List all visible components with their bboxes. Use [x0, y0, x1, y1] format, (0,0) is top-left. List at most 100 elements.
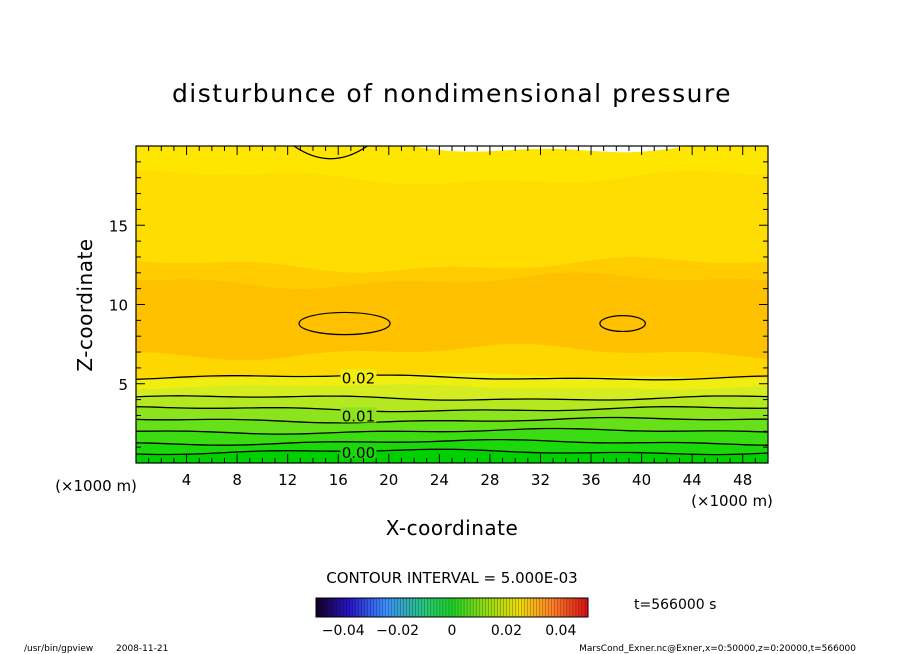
time-label: t=566000 s: [634, 597, 716, 613]
contour-line: [135, 416, 768, 424]
colorbar-swatch: [400, 598, 404, 617]
y-axis-label: Z-coordinate: [73, 238, 97, 371]
x-tick-label: 44: [683, 471, 702, 489]
contour-interval: CONTOUR INTERVAL = 5.000E-03: [326, 569, 577, 587]
colorbar-swatch: [412, 598, 417, 617]
colorbar-swatch: [361, 598, 365, 617]
colorbar-swatch: [458, 598, 462, 617]
colorbar-swatch: [575, 598, 580, 617]
colorbar-swatch: [409, 598, 414, 617]
colorbar-swatch: [548, 598, 553, 617]
colorbar-swatch: [518, 598, 522, 617]
colorbar-swatch: [467, 598, 471, 617]
colorbar-swatch: [391, 598, 395, 617]
colorbar-swatch: [584, 598, 589, 617]
colorbar-swatch: [388, 598, 392, 617]
colorbar-swatch: [328, 598, 332, 617]
colorbar-swatch: [539, 598, 543, 617]
x-tick-label: 48: [733, 471, 752, 489]
colorbar-swatch: [542, 598, 546, 617]
x-tick-label: 16: [329, 471, 348, 489]
colorbar-swatch: [322, 598, 326, 617]
x-unit-right: (×1000 m): [691, 492, 773, 510]
colorbar-swatch: [439, 598, 444, 617]
colorbar-swatch: [325, 598, 329, 617]
closed-contour: [599, 314, 646, 333]
colorbar-swatch: [455, 598, 459, 617]
colorbar-swatch: [494, 598, 498, 617]
colorbar-swatch: [340, 598, 344, 617]
colorbar-swatch: [376, 598, 380, 617]
colorbar-swatch: [421, 598, 426, 617]
colorbar-swatch: [563, 598, 568, 617]
colorbar-swatch: [331, 598, 335, 617]
colorbar-swatch: [442, 598, 447, 617]
x-tick-label: 12: [278, 471, 297, 489]
contour-line: [135, 448, 769, 456]
contour-label: 0.01: [342, 407, 375, 425]
colorbar-swatch: [476, 598, 480, 617]
colorbar-swatch: [521, 598, 525, 617]
colorbar-swatch: [524, 598, 528, 617]
colorbar-tick-label: −0.02: [376, 623, 419, 639]
contour-line: [135, 438, 769, 446]
colorbar-swatch: [566, 598, 571, 617]
x-axis: 4 8 12 16 20 24 28 32 36 40 44 48: [148, 146, 756, 489]
colorbar-swatch: [358, 598, 362, 617]
chart-title: disturbunce of nondimensional pressure: [172, 79, 732, 108]
closed-contour: [298, 311, 391, 336]
colorbar-swatch: [452, 598, 456, 617]
x-tick-label: 4: [182, 471, 192, 489]
x-tick-label: 20: [379, 471, 398, 489]
colorbar-tick-label: 0.02: [491, 623, 522, 639]
colorbar-swatch: [352, 598, 356, 617]
colorbar-swatch: [581, 598, 586, 617]
colorbar-swatch: [349, 598, 353, 617]
colorbar-swatch: [406, 598, 410, 617]
colorbar-swatch: [506, 598, 510, 617]
colorbar-frame: [315, 597, 589, 618]
colorbar-swatch: [445, 598, 450, 617]
colorbar-swatch: [430, 598, 435, 617]
colorbar-tick-label: 0.04: [545, 623, 576, 639]
colorbar-swatch: [394, 598, 398, 617]
colorbar-swatch: [533, 598, 537, 617]
colorbar-swatch: [488, 598, 492, 617]
colorbar-swatch: [512, 598, 516, 617]
colorbar-swatch: [448, 598, 453, 617]
colorbar-swatch: [557, 598, 562, 617]
contour-line: [135, 406, 769, 413]
colorbar-swatch: [343, 598, 347, 617]
x-tick-label: 24: [430, 471, 449, 489]
colorbar-swatch: [382, 598, 386, 617]
contour-line: [135, 395, 769, 401]
y-tick-label: 10: [109, 297, 128, 315]
colorbar-swatch: [527, 598, 531, 617]
colorbar-swatch: [509, 598, 513, 617]
contour-label-bg: [340, 407, 377, 423]
colorbar-swatch: [346, 598, 350, 617]
colorbar-swatch: [373, 598, 377, 617]
contour-label-bg: [340, 443, 377, 459]
colorbar-swatch: [536, 598, 540, 617]
contour-line: [135, 374, 769, 381]
colorbar-swatch: [560, 598, 565, 617]
colorbar-tick-label: −0.04: [322, 623, 365, 639]
colorbar-swatch: [424, 598, 429, 617]
colorbar-swatch: [572, 598, 577, 617]
contour-line: [135, 427, 769, 435]
colorbar-swatch: [464, 598, 468, 617]
colorbar-swatch: [397, 598, 401, 617]
colorbar-swatch: [355, 598, 359, 617]
date-stamp: 2008-11-21: [116, 644, 168, 654]
colorbar-swatch: [427, 598, 432, 617]
colorbar-swatch: [418, 598, 423, 617]
colorbar-swatch: [370, 598, 374, 617]
x-unit-left: (×1000 m): [55, 477, 137, 495]
colorbar-swatch: [545, 598, 550, 617]
colorbar-swatch: [569, 598, 574, 617]
colorbar-swatch: [385, 598, 389, 617]
colorbar-swatch: [554, 598, 559, 617]
colorbar-swatch: [319, 598, 323, 617]
